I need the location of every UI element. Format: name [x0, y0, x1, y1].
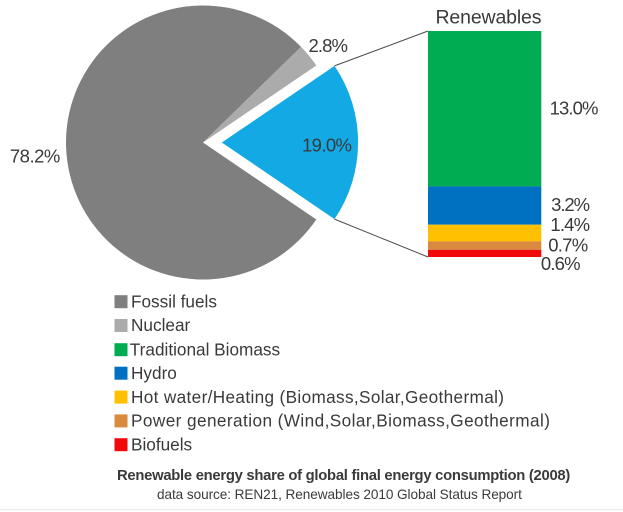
svg-text:Power generation (Wind,Solar,B: Power generation (Wind,Solar,Biomass,Geo… — [131, 411, 550, 431]
svg-text:19.0%: 19.0% — [302, 135, 352, 156]
svg-text:Traditional Biomass: Traditional Biomass — [130, 339, 280, 359]
svg-text:3.2%: 3.2% — [551, 194, 590, 215]
svg-text:Biofuels: Biofuels — [131, 434, 192, 454]
svg-text:Hydro: Hydro — [131, 363, 177, 383]
svg-text:Renewable energy share of glob: Renewable energy share of global final e… — [117, 468, 570, 484]
svg-text:78.2%: 78.2% — [10, 145, 60, 166]
svg-text:Renewables: Renewables — [436, 7, 542, 29]
svg-text:Hot water/Heating (Biomass,Sol: Hot water/Heating (Biomass,Solar,Geother… — [131, 387, 504, 407]
svg-text:data source: REN21, Renewables: data source: REN21, Renewables 2010 Glob… — [157, 487, 522, 502]
svg-text:2.8%: 2.8% — [309, 35, 349, 56]
svg-text:1.4%: 1.4% — [550, 214, 590, 235]
svg-text:Nuclear: Nuclear — [131, 315, 191, 335]
svg-text:13.0%: 13.0% — [550, 98, 599, 119]
svg-text:0.6%: 0.6% — [541, 253, 581, 274]
svg-text:0.7%: 0.7% — [548, 234, 588, 255]
svg-text:Fossil fuels: Fossil fuels — [131, 291, 217, 311]
